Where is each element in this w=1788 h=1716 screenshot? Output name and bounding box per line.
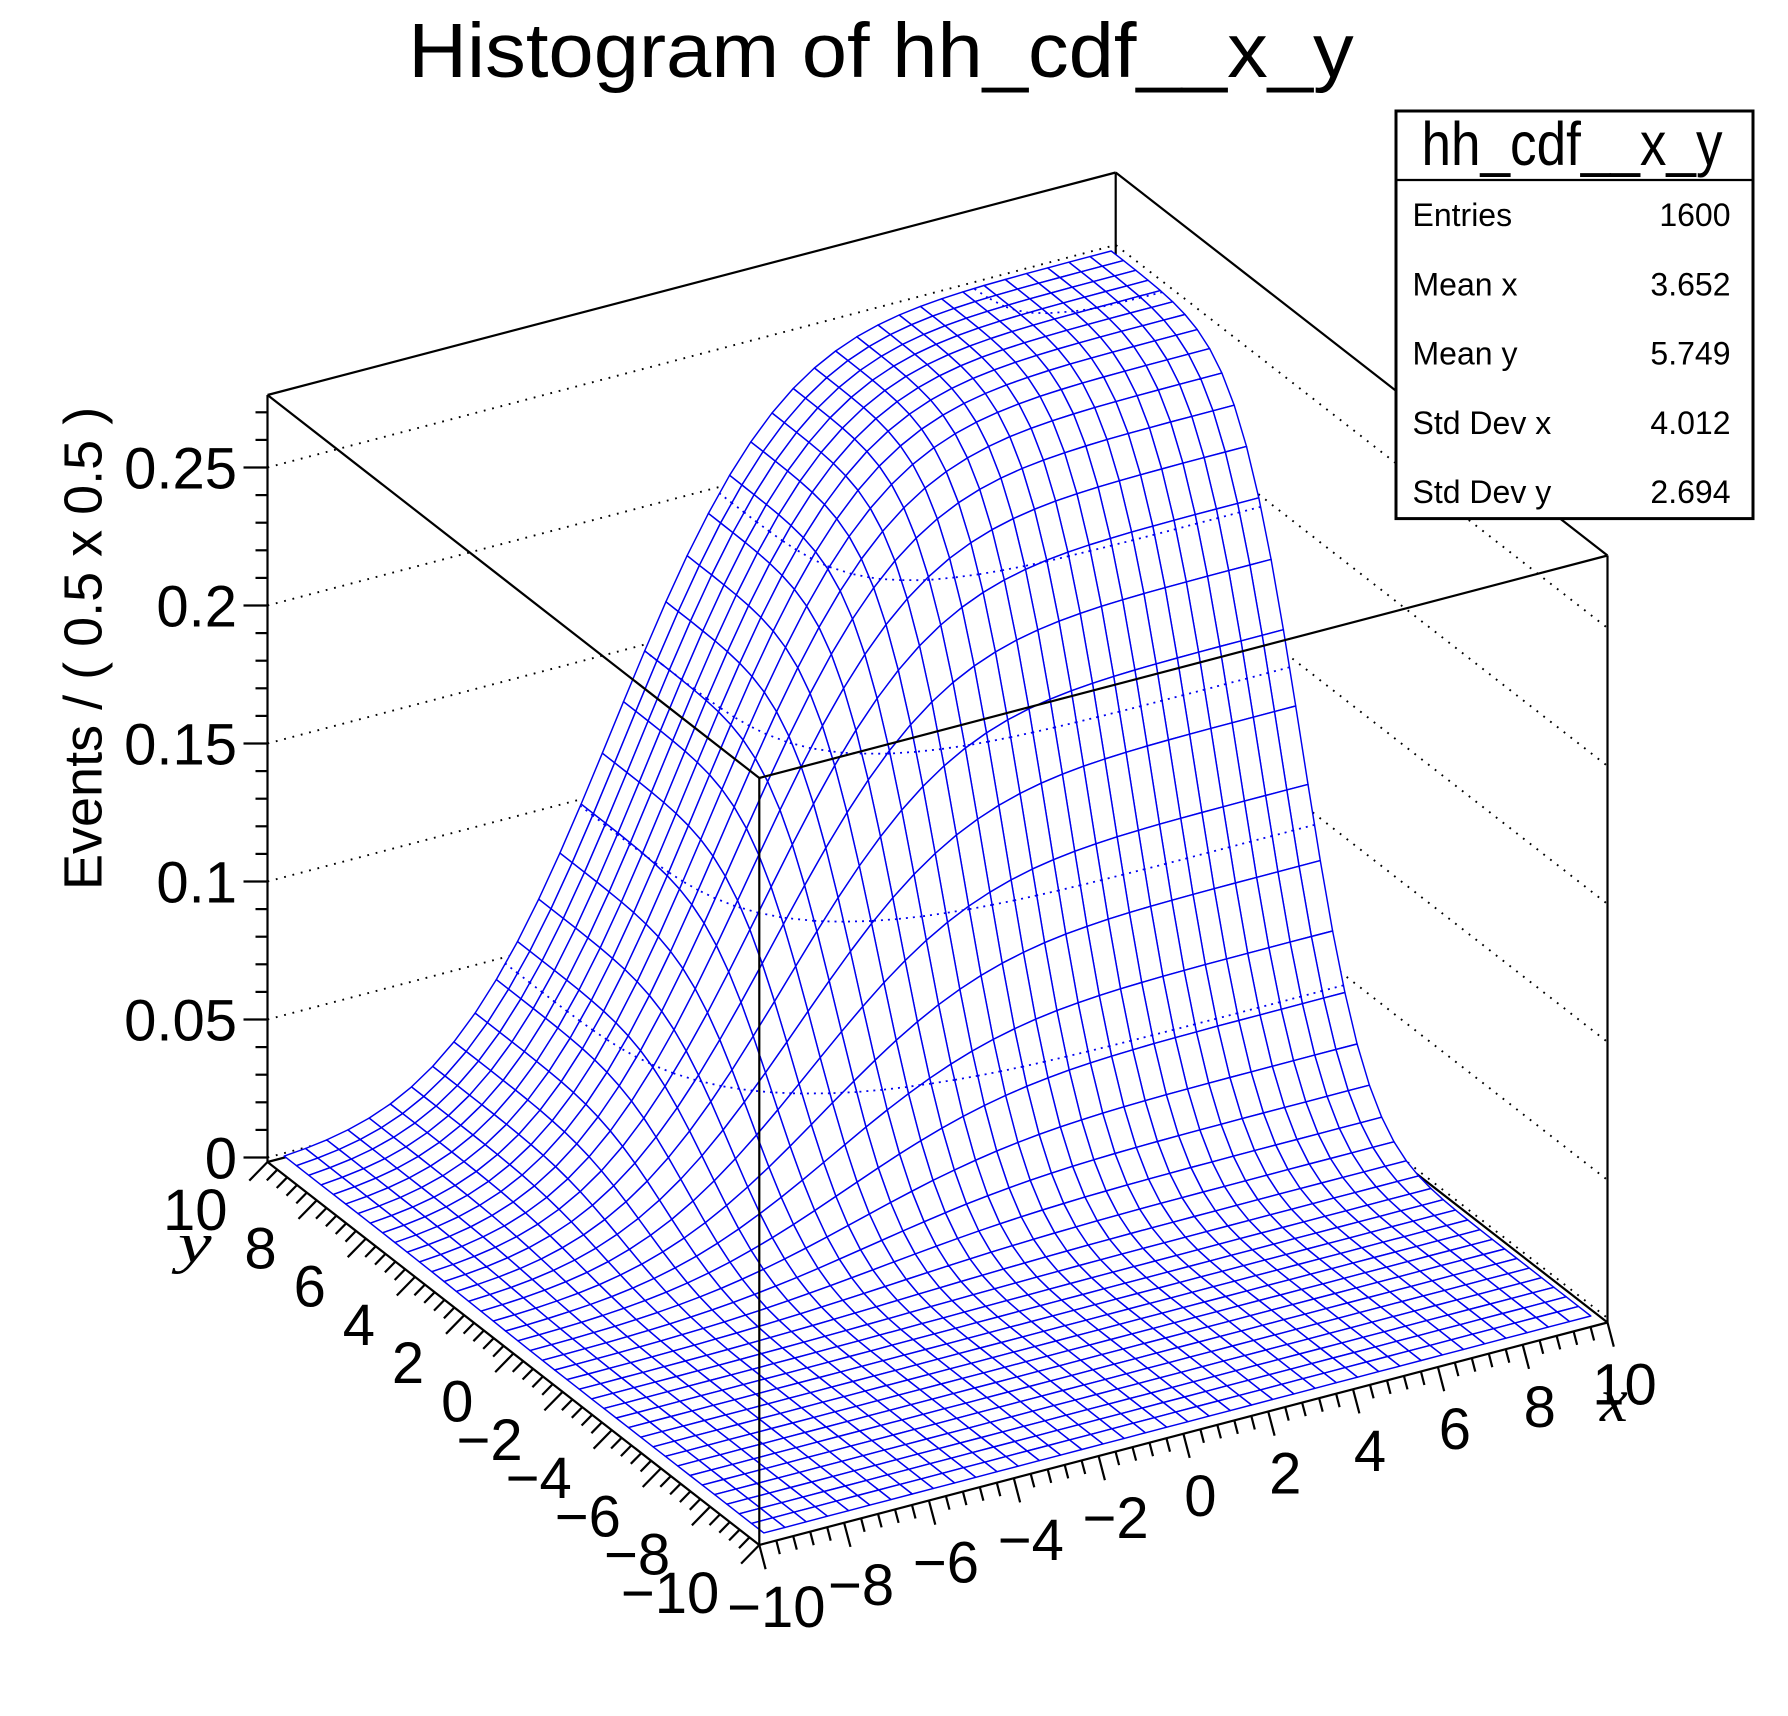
svg-text:−4: −4 bbox=[998, 1508, 1064, 1573]
svg-text:−2: −2 bbox=[1083, 1486, 1149, 1551]
svg-text:Std Dev y: Std Dev y bbox=[1413, 474, 1552, 510]
svg-text:0: 0 bbox=[205, 1127, 237, 1192]
svg-text:10: 10 bbox=[1592, 1353, 1657, 1418]
svg-text:2.694: 2.694 bbox=[1645, 474, 1730, 510]
svg-text:Mean x: Mean x bbox=[1413, 266, 1518, 302]
svg-text:Entries: Entries bbox=[1413, 197, 1513, 233]
svg-text:4.012: 4.012 bbox=[1645, 405, 1730, 441]
svg-text:0: 0 bbox=[441, 1370, 473, 1435]
svg-text:2: 2 bbox=[392, 1331, 424, 1396]
svg-text:0: 0 bbox=[1184, 1464, 1216, 1529]
svg-text:x: x bbox=[1599, 1365, 1628, 1435]
svg-text:0.1: 0.1 bbox=[156, 851, 237, 916]
svg-text:0.2: 0.2 bbox=[156, 575, 237, 640]
svg-text:0.25: 0.25 bbox=[124, 437, 237, 502]
svg-text:5.749: 5.749 bbox=[1645, 336, 1730, 372]
svg-text:8: 8 bbox=[244, 1216, 276, 1281]
svg-text:Mean y: Mean y bbox=[1413, 336, 1518, 372]
svg-text:1600: 1600 bbox=[1654, 197, 1731, 233]
svg-text:4: 4 bbox=[343, 1293, 375, 1358]
svg-text:10: 10 bbox=[163, 1178, 228, 1243]
svg-text:0.05: 0.05 bbox=[124, 989, 237, 1054]
svg-text:−10: −10 bbox=[727, 1575, 825, 1640]
svg-text:2: 2 bbox=[1269, 1442, 1301, 1507]
svg-text:6: 6 bbox=[1439, 1397, 1471, 1462]
svg-text:−6: −6 bbox=[913, 1531, 979, 1596]
svg-text:3.652: 3.652 bbox=[1645, 266, 1730, 302]
svg-text:−2: −2 bbox=[456, 1408, 522, 1473]
svg-text:hh_cdf__x_y: hh_cdf__x_y bbox=[1422, 110, 1723, 178]
svg-text:y: y bbox=[171, 1213, 212, 1274]
svg-text:0.15: 0.15 bbox=[124, 713, 237, 778]
svg-text:−8: −8 bbox=[604, 1523, 670, 1588]
svg-text:Std Dev x: Std Dev x bbox=[1413, 405, 1552, 441]
svg-text:Histogram of hh_cdf__x_y: Histogram of hh_cdf__x_y bbox=[408, 7, 1354, 94]
svg-text:6: 6 bbox=[294, 1255, 326, 1320]
svg-text:−4: −4 bbox=[506, 1446, 572, 1511]
svg-text:4: 4 bbox=[1354, 1419, 1386, 1484]
svg-text:−8: −8 bbox=[828, 1553, 894, 1618]
svg-text:Events / ( 0.5 x 0.5 ): Events / ( 0.5 x 0.5 ) bbox=[54, 407, 114, 890]
svg-text:−10: −10 bbox=[621, 1561, 719, 1626]
svg-text:8: 8 bbox=[1524, 1375, 1556, 1440]
svg-text:−6: −6 bbox=[555, 1484, 621, 1549]
